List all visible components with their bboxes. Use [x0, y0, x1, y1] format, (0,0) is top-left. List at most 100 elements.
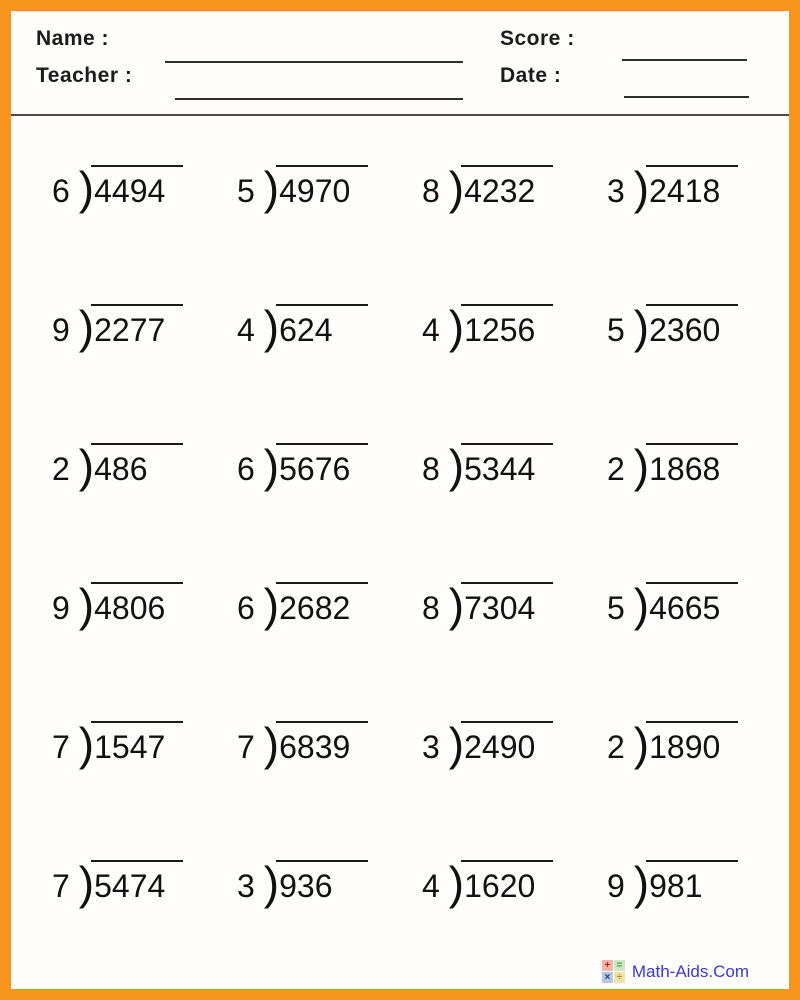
division-bracket-icon: ) [263, 439, 280, 492]
problem-cell: 7 ) 1547 [30, 674, 215, 813]
problem-cell: 7 ) 6839 [215, 674, 400, 813]
division-bracket-icon: ) [448, 578, 465, 631]
division-problem: 6 ) 2682 [237, 581, 369, 628]
division-bracket-icon: ) [448, 856, 465, 909]
dividend-value: 2360 [646, 303, 739, 346]
header-divider [11, 114, 789, 116]
divisor-value: 7 [52, 867, 70, 904]
division-bracket-icon: ) [78, 439, 95, 492]
division-problem: 8 ) 5344 [422, 439, 554, 492]
date-write-line [624, 82, 749, 98]
division-problem: 3 ) 2418 [607, 164, 739, 211]
dividend-value: 1620 [461, 859, 554, 902]
division-problem: 8 ) 7304 [422, 578, 554, 631]
division-bracket-icon: ) [448, 717, 465, 770]
division-problem: 3 ) 936 [237, 856, 369, 909]
divisor-value: 6 [52, 172, 70, 209]
problem-cell: 4 ) 1256 [400, 257, 585, 396]
division-bracket-icon: ) [78, 161, 95, 214]
divisor-value: 7 [52, 728, 70, 765]
problem-cell: 2 ) 1890 [585, 674, 770, 813]
division-bracket-icon: ) [263, 300, 280, 353]
division-bracket-icon: ) [633, 578, 650, 631]
problem-cell: 7 ) 5474 [30, 813, 215, 952]
dividend-value: 5474 [91, 859, 184, 902]
dividend-value: 4970 [276, 164, 369, 207]
dividend-value: 4232 [461, 164, 554, 207]
divisor-value: 4 [422, 311, 440, 348]
division-bracket-icon: ) [633, 856, 650, 909]
divisor-value: 8 [422, 172, 440, 209]
problem-cell: 9 ) 2277 [30, 257, 215, 396]
problem-cell: 6 ) 5676 [215, 396, 400, 535]
divisor-value: 2 [52, 450, 70, 487]
division-bracket-icon: ) [263, 856, 280, 909]
score-write-line [622, 45, 747, 61]
divisor-value: 2 [607, 728, 625, 765]
division-problem: 6 ) 5676 [237, 439, 369, 492]
division-bracket-icon: ) [633, 300, 650, 353]
problem-cell: 2 ) 1868 [585, 396, 770, 535]
division-problem: 4 ) 624 [237, 300, 369, 353]
date-label: Date : [500, 64, 562, 87]
divisor-value: 3 [237, 867, 255, 904]
divide-icon: ÷ [613, 972, 625, 983]
name-write-line [165, 47, 463, 63]
dividend-value: 2418 [646, 164, 739, 207]
division-problem: 6 ) 4494 [52, 161, 184, 214]
division-problem: 3 ) 2490 [422, 717, 554, 770]
division-bracket-icon: ) [78, 578, 95, 631]
dividend-value: 5344 [461, 442, 554, 485]
divisor-value: 3 [422, 728, 440, 765]
divisor-value: 6 [237, 589, 255, 626]
division-problem: 4 ) 1256 [422, 303, 554, 350]
division-problem: 9 ) 4806 [52, 578, 184, 631]
dividend-value: 1547 [91, 720, 184, 763]
divisor-value: 8 [422, 589, 440, 626]
divisor-value: 7 [237, 728, 255, 765]
dividend-value: 1256 [461, 303, 554, 346]
problem-cell: 6 ) 2682 [215, 535, 400, 674]
divisor-value: 4 [237, 311, 255, 348]
problem-cell: 2 ) 486 [30, 396, 215, 535]
dividend-value: 4665 [646, 581, 739, 624]
math-aids-logo: + = × ÷ Math-Aids.Com [601, 960, 749, 983]
dividend-value: 1868 [646, 442, 739, 485]
division-bracket-icon: ) [633, 717, 650, 770]
problem-cell: 4 ) 624 [215, 257, 400, 396]
divisor-value: 9 [52, 311, 70, 348]
divisor-value: 5 [237, 172, 255, 209]
math-symbols-icon: + = × ÷ [601, 960, 625, 983]
dividend-value: 936 [276, 859, 369, 902]
equals-icon: = [613, 960, 625, 971]
problem-cell: 8 ) 7304 [400, 535, 585, 674]
dividend-value: 624 [276, 303, 369, 346]
dividend-value: 2277 [91, 303, 184, 346]
division-bracket-icon: ) [263, 161, 280, 214]
division-bracket-icon: ) [78, 717, 95, 770]
problem-cell: 8 ) 4232 [400, 118, 585, 257]
division-problem: 2 ) 486 [52, 439, 184, 492]
division-problem: 5 ) 4665 [607, 578, 739, 631]
division-problem: 7 ) 5474 [52, 859, 184, 906]
problems-grid: 6 ) 4494 5 ) 4970 8 ) 4232 3 ) [30, 118, 770, 952]
division-problem: 2 ) 1890 [607, 717, 739, 770]
division-problem: 8 ) 4232 [422, 164, 554, 211]
plus-icon: + [601, 960, 613, 971]
times-icon: × [601, 972, 613, 983]
problem-cell: 5 ) 4665 [585, 535, 770, 674]
problem-cell: 6 ) 4494 [30, 118, 215, 257]
problem-cell: 8 ) 5344 [400, 396, 585, 535]
divisor-value: 5 [607, 311, 625, 348]
dividend-value: 486 [91, 442, 184, 485]
division-problem: 7 ) 6839 [237, 720, 369, 767]
divisor-value: 8 [422, 450, 440, 487]
dividend-value: 4494 [91, 164, 184, 207]
dividend-value: 7304 [461, 581, 554, 624]
division-bracket-icon: ) [448, 439, 465, 492]
dividend-value: 2490 [461, 720, 554, 763]
division-problem: 4 ) 1620 [422, 856, 554, 909]
divisor-value: 4 [422, 867, 440, 904]
dividend-value: 5676 [276, 442, 369, 485]
division-problem: 9 ) 981 [607, 856, 739, 909]
